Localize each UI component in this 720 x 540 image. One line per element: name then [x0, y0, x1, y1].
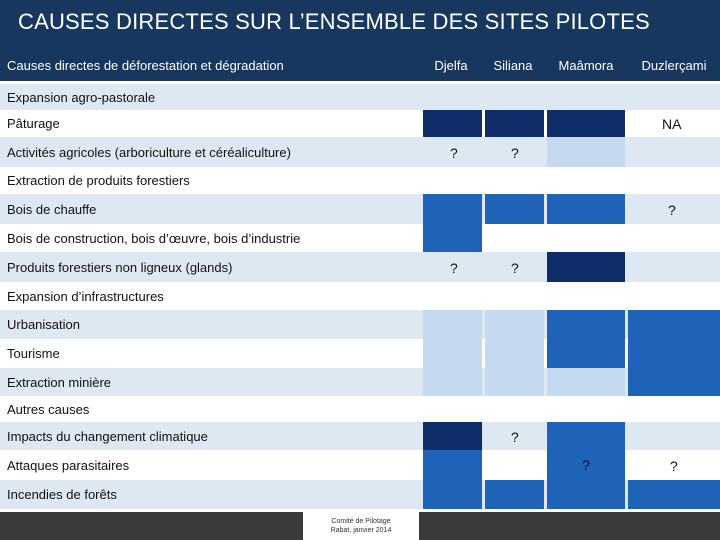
row-label: Bois de construction, bois d’œuvre, bois… [7, 230, 301, 246]
table-header-maamora: Maâmora [544, 49, 628, 81]
cell-djelfa [423, 224, 482, 252]
cell-maamora [547, 368, 625, 396]
cell-duzlercami-na: NA [662, 116, 682, 132]
cell-siliana-unknown: ? [511, 260, 519, 276]
cell-siliana-unknown: ? [511, 145, 519, 161]
row-label: Activités agricoles (arboriculture et cé… [7, 144, 291, 160]
section-row-forest: Extraction de produits forestiers [0, 167, 720, 194]
cell-djelfa [423, 450, 482, 480]
table-row-pfnl: Produits forestiers non ligneux (glands)… [0, 252, 720, 282]
cell-maamora [547, 310, 625, 339]
cell-maamora [547, 110, 625, 137]
cell-siliana [485, 368, 544, 396]
section-label: Extraction de produits forestiers [7, 173, 190, 188]
footer-line-1: Comité de Pilotage [331, 518, 391, 525]
cell-siliana-unknown: ? [511, 429, 519, 445]
section-row-other: Autres causes [0, 396, 720, 422]
table-row-bois-chauffe: Bois de chauffe ? [0, 194, 720, 224]
table-header-siliana: Siliana [482, 49, 544, 81]
title-bar: CAUSES DIRECTES SUR L’ENSEMBLE DES SITES… [0, 0, 720, 49]
cell-djelfa [423, 422, 482, 450]
section-label: Expansion agro-pastorale [7, 89, 156, 105]
cell-djelfa [423, 194, 482, 224]
section-label: Expansion d’infrastructures [7, 288, 164, 304]
table-header-djelfa: Djelfa [420, 49, 482, 81]
cell-djelfa-unknown: ? [450, 145, 458, 161]
cell-duzlercami [628, 480, 720, 509]
table-row-tourisme: Tourisme [0, 339, 720, 368]
cell-maamora [547, 137, 625, 167]
footer-logo: Comité de Pilotage Rabat, janvier 2014 [303, 512, 419, 540]
table-row-extraction-miniere: Extraction minière [0, 368, 720, 396]
row-label: Pâturage [7, 116, 60, 131]
cell-djelfa [423, 480, 482, 509]
cell-djelfa [423, 110, 482, 137]
cell-siliana [485, 110, 544, 137]
cell-duzlercami [628, 368, 720, 396]
table-row-paturage: Pâturage NA [0, 110, 720, 137]
section-row-agro: Expansion agro-pastorale [0, 84, 720, 110]
cell-duzlercami [628, 339, 720, 368]
cell-duzlercami-unknown: ? [670, 458, 678, 474]
row-label: Extraction minière [7, 374, 112, 390]
section-row-infra: Expansion d’infrastructures [0, 282, 720, 310]
cell-djelfa-unknown: ? [450, 260, 458, 276]
cell-siliana [485, 480, 544, 509]
row-label: Urbanisation [7, 317, 80, 332]
row-label: Tourisme [7, 346, 60, 361]
row-label: Bois de chauffe [7, 201, 97, 217]
row-label: Incendies de forêts [7, 487, 117, 502]
cell-maamora [547, 252, 625, 282]
cell-maamora [547, 194, 625, 224]
cell-duzlercami [628, 310, 720, 339]
cell-duzlercami-unknown: ? [668, 202, 676, 218]
cell-djelfa [423, 368, 482, 396]
page-title: CAUSES DIRECTES SUR L’ENSEMBLE DES SITES… [18, 9, 650, 34]
row-label: Produits forestiers non ligneux (glands) [7, 259, 233, 275]
table-row-bois-construction: Bois de construction, bois d’œuvre, bois… [0, 224, 720, 252]
table-header-cause: Causes directes de déforestation et dégr… [0, 49, 420, 81]
cell-maamora-unknown: ? [547, 450, 625, 480]
table-row-agriculture: Activités agricoles (arboriculture et cé… [0, 137, 720, 167]
footer-line-2: Rabat, janvier 2014 [330, 527, 392, 534]
row-label: Attaques parasitaires [7, 457, 130, 473]
cell-maamora [547, 422, 625, 450]
table-header-duzlercami: Duzlerçami [628, 49, 720, 81]
cell-siliana [485, 194, 544, 224]
cell-siliana [485, 310, 544, 339]
table-row-urbanisation: Urbanisation [0, 310, 720, 339]
cell-djelfa [423, 339, 482, 368]
section-label: Autres causes [7, 401, 90, 417]
row-label: Impacts du changement climatique [7, 428, 208, 444]
cell-siliana [485, 339, 544, 368]
table-row-changement-climatique: Impacts du changement climatique ? [0, 422, 720, 450]
table-row-incendies: Incendies de forêts [0, 480, 720, 509]
table-row-attaques-parasitaires: Attaques parasitaires ? ? [0, 450, 720, 480]
cell-djelfa [423, 310, 482, 339]
cell-maamora [547, 480, 625, 509]
cell-maamora [547, 339, 625, 368]
